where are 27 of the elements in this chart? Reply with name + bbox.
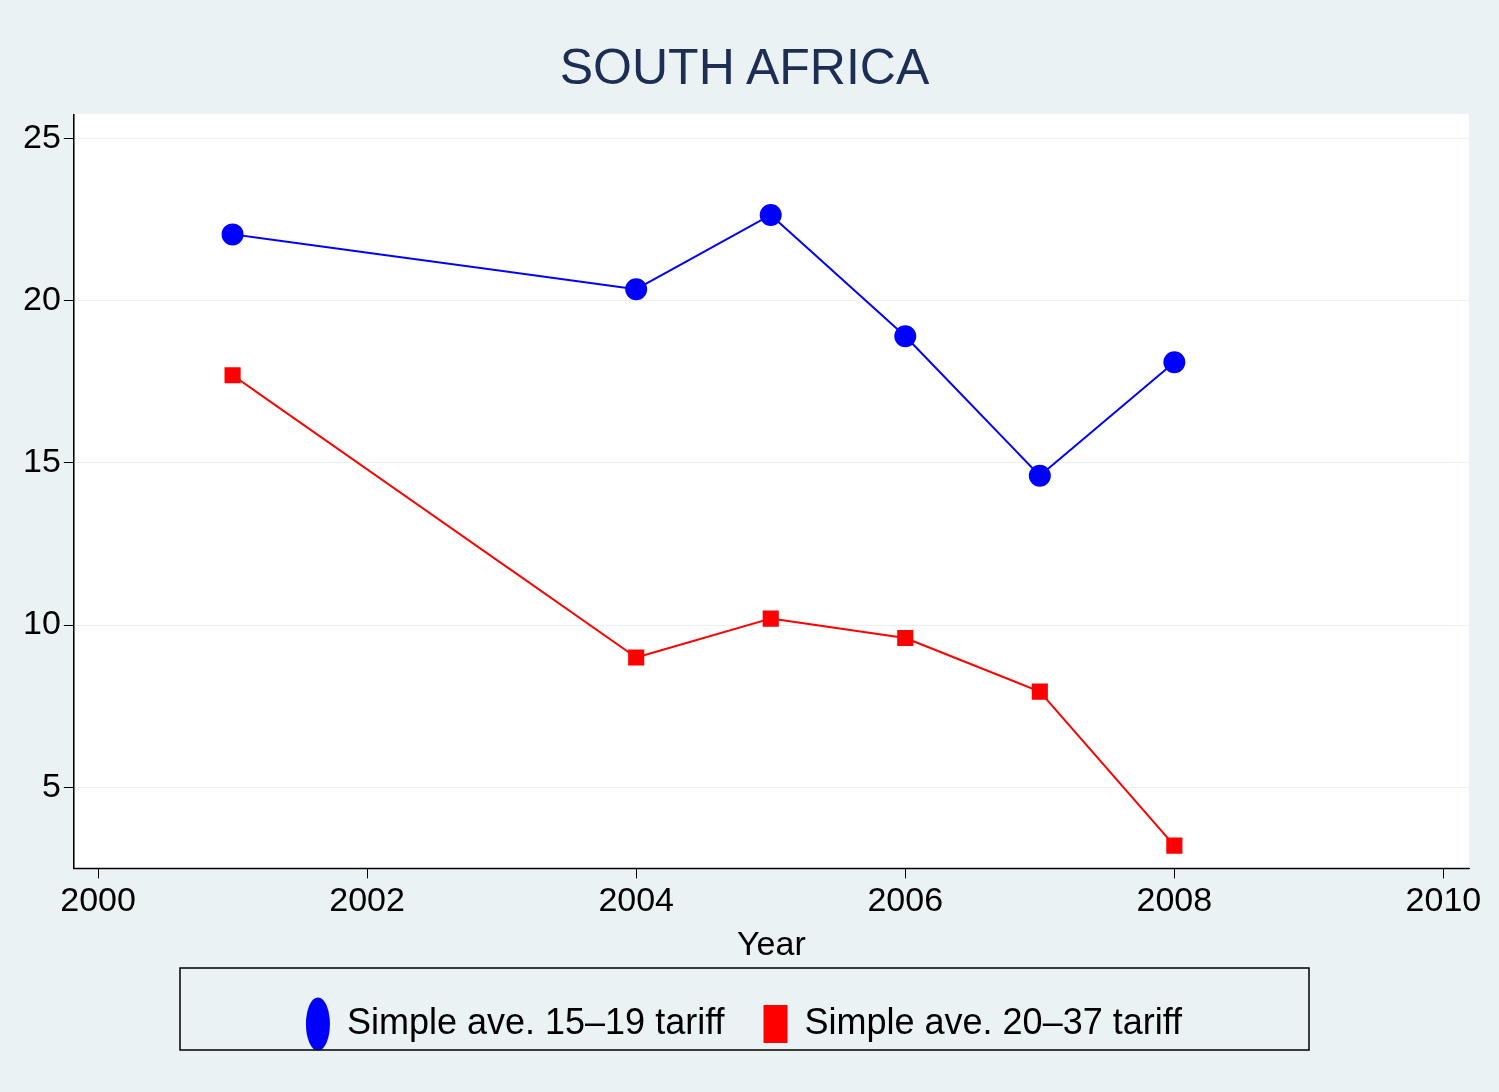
point — [762, 610, 779, 627]
legend-label: Simple ave. 15–19 tariff — [346, 1000, 726, 1042]
x-tick-label: 2002 — [329, 880, 405, 919]
x-tick-label: 2006 — [867, 880, 944, 919]
x-tick-label: 2000 — [60, 880, 136, 919]
x-tick-label: 2004 — [598, 880, 675, 919]
y-tick-label: 25 — [22, 116, 61, 155]
point — [1031, 683, 1048, 700]
y-tick-label: 10 — [22, 603, 61, 642]
point — [1163, 351, 1186, 374]
point — [221, 223, 244, 246]
x-tick-label: 2008 — [1136, 880, 1213, 919]
point — [897, 629, 914, 647]
point — [759, 203, 782, 226]
point — [625, 278, 648, 301]
y-tick-label: 20 — [22, 278, 61, 317]
point — [1028, 464, 1051, 487]
point — [1166, 837, 1183, 854]
legend-label: Simple ave. 20–37 tariff — [804, 1000, 1184, 1042]
y-tick-label: 15 — [22, 441, 61, 480]
x-tick-label: 2010 — [1405, 880, 1482, 919]
chart-title: SOUTH AFRICA — [559, 38, 930, 95]
point — [628, 649, 645, 666]
y-tick-label: 5 — [41, 765, 61, 804]
point — [224, 367, 241, 384]
point — [894, 325, 917, 348]
x-axis-title: Year — [737, 923, 806, 962]
